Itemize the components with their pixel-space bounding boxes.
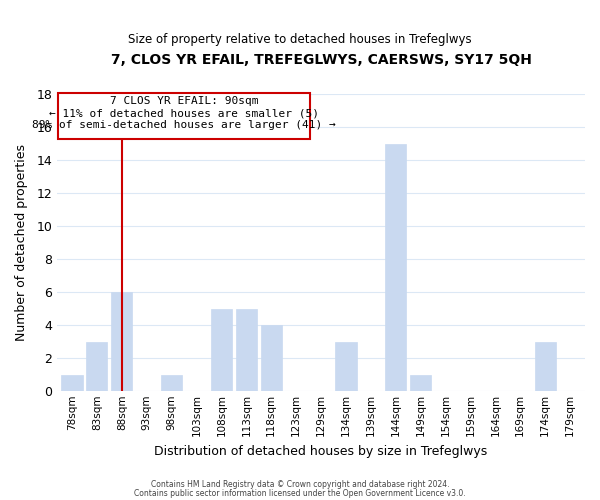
Text: Size of property relative to detached houses in Trefeglwys: Size of property relative to detached ho… xyxy=(128,32,472,46)
Bar xyxy=(161,375,182,392)
Text: Contains HM Land Registry data © Crown copyright and database right 2024.: Contains HM Land Registry data © Crown c… xyxy=(151,480,449,489)
Text: 89% of semi-detached houses are larger (41) →: 89% of semi-detached houses are larger (… xyxy=(32,120,336,130)
Text: ← 11% of detached houses are smaller (5): ← 11% of detached houses are smaller (5) xyxy=(49,109,319,119)
Y-axis label: Number of detached properties: Number of detached properties xyxy=(15,144,28,341)
X-axis label: Distribution of detached houses by size in Trefeglwys: Distribution of detached houses by size … xyxy=(154,444,488,458)
Bar xyxy=(335,342,356,392)
Bar xyxy=(111,292,133,392)
Bar xyxy=(535,342,556,392)
Bar xyxy=(410,375,431,392)
Bar xyxy=(236,308,257,392)
Title: 7, CLOS YR EFAIL, TREFEGLWYS, CAERSWS, SY17 5QH: 7, CLOS YR EFAIL, TREFEGLWYS, CAERSWS, S… xyxy=(110,52,532,66)
Bar xyxy=(61,375,83,392)
Text: Contains public sector information licensed under the Open Government Licence v3: Contains public sector information licen… xyxy=(134,488,466,498)
Bar xyxy=(260,325,282,392)
FancyBboxPatch shape xyxy=(58,93,310,140)
Bar xyxy=(86,342,107,392)
Bar xyxy=(385,144,406,392)
Text: 7 CLOS YR EFAIL: 90sqm: 7 CLOS YR EFAIL: 90sqm xyxy=(110,96,259,106)
Bar xyxy=(211,308,232,392)
